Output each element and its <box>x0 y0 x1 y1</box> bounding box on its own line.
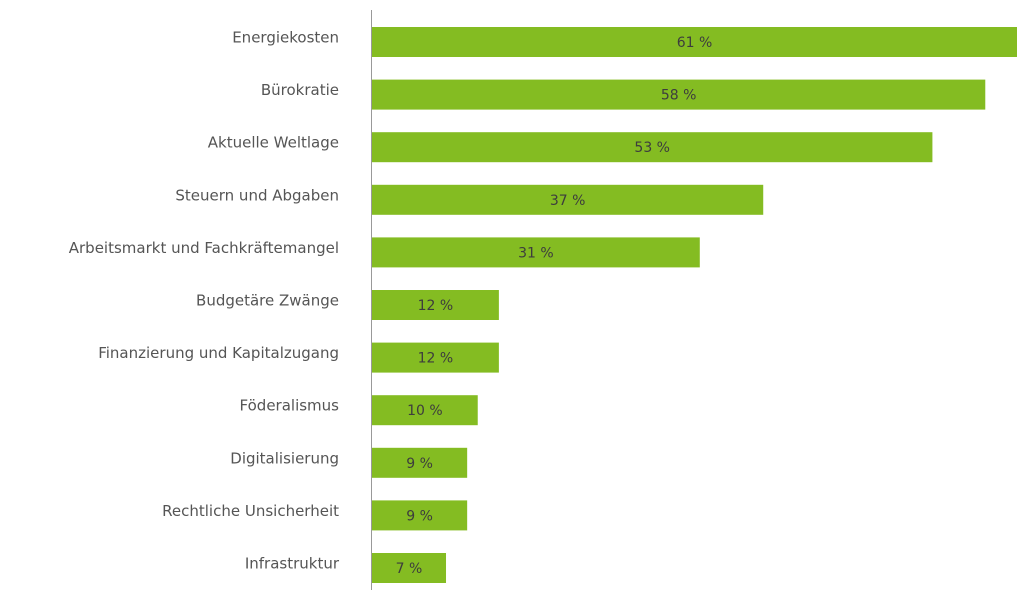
value-label: 10 % <box>407 403 443 419</box>
bar <box>372 184 764 215</box>
value-label: 61 % <box>677 35 713 51</box>
category-label: Budgetäre Zwänge <box>196 292 339 310</box>
category-label: Infrastruktur <box>245 555 340 573</box>
value-label: 7 % <box>396 561 423 577</box>
value-label: 53 % <box>634 140 670 156</box>
value-label: 37 % <box>550 193 586 209</box>
category-label: Aktuelle Weltlage <box>208 134 339 152</box>
category-label: Digitalisierung <box>230 449 339 467</box>
bar <box>372 132 933 163</box>
bar <box>372 290 499 320</box>
bar <box>372 553 447 583</box>
value-label: 12 % <box>418 351 454 367</box>
value-label: 9 % <box>406 508 433 524</box>
bar <box>372 342 499 373</box>
value-label: 31 % <box>518 245 554 261</box>
value-label: 12 % <box>418 298 454 314</box>
bar <box>372 447 468 478</box>
category-label: Energiekosten <box>232 29 339 47</box>
bar <box>372 395 478 426</box>
bar <box>372 500 468 531</box>
value-label: 58 % <box>661 88 697 104</box>
category-label: Finanzierung und Kapitalzugang <box>98 344 339 362</box>
category-label: Rechtliche Unsicherheit <box>162 502 339 520</box>
category-label: Steuern und Abgaben <box>175 186 339 204</box>
category-label: Bürokratie <box>261 81 339 99</box>
category-label: Föderalismus <box>240 397 340 415</box>
value-label: 9 % <box>406 456 433 472</box>
bar <box>372 27 1017 57</box>
bar <box>372 237 700 268</box>
category-label: Arbeitsmarkt und Fachkräftemangel <box>69 239 339 257</box>
bar <box>372 79 986 110</box>
